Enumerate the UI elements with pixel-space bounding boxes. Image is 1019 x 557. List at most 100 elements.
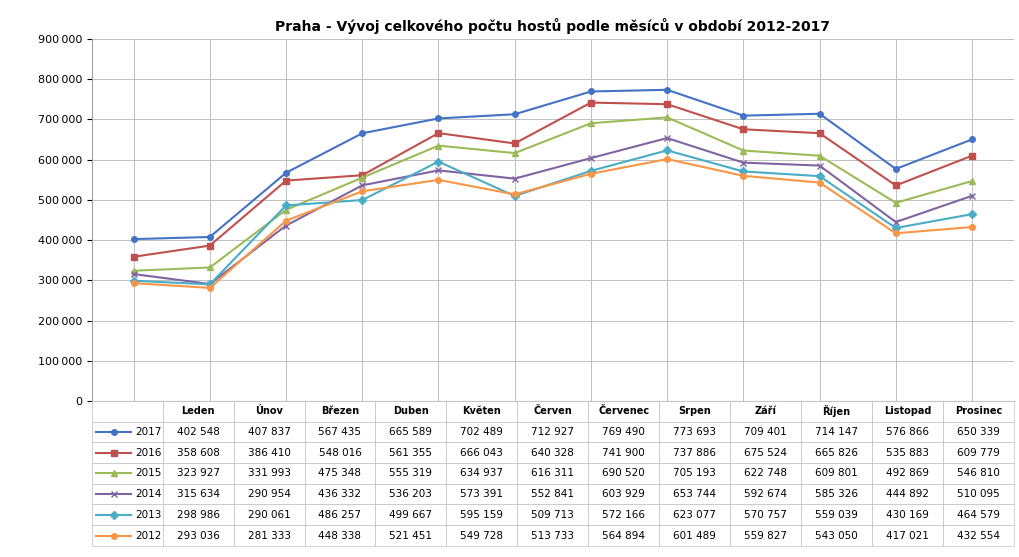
Bar [92, 442, 163, 463]
Text: 616 311: 616 311 [531, 468, 575, 478]
Bar [446, 525, 518, 546]
Bar [588, 525, 659, 546]
2013 [890, 224, 902, 231]
Bar [163, 484, 233, 505]
2013 [966, 211, 978, 217]
Bar [163, 401, 233, 422]
Line: 2016: 2016 [130, 100, 975, 260]
Text: 386 410: 386 410 [248, 448, 290, 458]
Bar [233, 525, 305, 546]
2017 [204, 233, 216, 240]
2013 [737, 168, 749, 175]
2012 [661, 156, 674, 163]
Text: 559 039: 559 039 [815, 510, 858, 520]
2017 [357, 130, 369, 136]
2014 [966, 193, 978, 199]
2017 [661, 86, 674, 93]
2012 [127, 280, 140, 286]
Text: 572 166: 572 166 [602, 510, 645, 520]
Text: 675 524: 675 524 [744, 448, 787, 458]
Bar [731, 484, 801, 505]
Text: 358 608: 358 608 [176, 448, 219, 458]
2013 [432, 158, 444, 165]
Bar [588, 442, 659, 463]
Bar [92, 505, 163, 525]
Text: 714 147: 714 147 [815, 427, 858, 437]
Bar [872, 442, 943, 463]
Text: 609 801: 609 801 [815, 468, 858, 478]
Bar [801, 505, 872, 525]
Bar [375, 484, 446, 505]
Line: 2012: 2012 [130, 157, 975, 291]
2015 [357, 174, 369, 181]
Text: 769 490: 769 490 [602, 427, 645, 437]
Text: 331 993: 331 993 [248, 468, 290, 478]
Bar [518, 442, 588, 463]
Text: 510 095: 510 095 [957, 489, 1000, 499]
Bar [518, 525, 588, 546]
Bar [92, 401, 163, 422]
Bar [943, 484, 1014, 505]
Line: 2017: 2017 [130, 87, 975, 242]
2015 [737, 147, 749, 154]
2014 [280, 222, 292, 229]
Text: 2012: 2012 [136, 530, 162, 540]
Bar [446, 401, 518, 422]
Bar [943, 422, 1014, 442]
Text: 432 554: 432 554 [957, 530, 1000, 540]
2012 [585, 170, 597, 177]
Text: Prosinec: Prosinec [955, 407, 1002, 417]
2014 [204, 281, 216, 287]
2012 [966, 224, 978, 231]
Bar [518, 484, 588, 505]
2017 [966, 136, 978, 143]
Text: 609 779: 609 779 [957, 448, 1000, 458]
Bar [446, 442, 518, 463]
Text: 712 927: 712 927 [531, 427, 575, 437]
Text: 407 837: 407 837 [248, 427, 290, 437]
Text: 623 077: 623 077 [674, 510, 716, 520]
2015 [966, 178, 978, 184]
Text: Březen: Březen [321, 407, 359, 417]
Bar [446, 463, 518, 484]
Text: 536 203: 536 203 [389, 489, 432, 499]
Text: 592 674: 592 674 [744, 489, 787, 499]
Text: Listopad: Listopad [883, 407, 931, 417]
Text: 634 937: 634 937 [461, 468, 503, 478]
Bar [305, 401, 375, 422]
2017 [737, 113, 749, 119]
2016 [432, 130, 444, 136]
Text: 2017: 2017 [136, 427, 162, 437]
Bar [163, 422, 233, 442]
Bar [872, 484, 943, 505]
Bar [233, 484, 305, 505]
Bar [872, 422, 943, 442]
2016 [204, 242, 216, 249]
Text: 464 579: 464 579 [957, 510, 1000, 520]
Bar [801, 463, 872, 484]
Text: 665 826: 665 826 [815, 448, 858, 458]
Bar [731, 401, 801, 422]
Bar [943, 505, 1014, 525]
Text: 709 401: 709 401 [744, 427, 787, 437]
Text: 666 043: 666 043 [461, 448, 503, 458]
2013 [813, 173, 825, 179]
Text: Červenec: Červenec [598, 407, 649, 417]
Bar [731, 442, 801, 463]
Bar [659, 484, 731, 505]
Bar [731, 422, 801, 442]
2015 [204, 264, 216, 271]
Bar [659, 442, 731, 463]
Bar [801, 484, 872, 505]
2015 [508, 150, 521, 157]
Text: 737 886: 737 886 [674, 448, 716, 458]
Text: 323 927: 323 927 [176, 468, 220, 478]
2016 [661, 101, 674, 108]
2015 [661, 114, 674, 121]
Line: 2013: 2013 [130, 148, 975, 287]
Text: 290 954: 290 954 [248, 489, 290, 499]
Bar [943, 525, 1014, 546]
Text: 567 435: 567 435 [319, 427, 362, 437]
Text: 486 257: 486 257 [319, 510, 362, 520]
Bar [943, 442, 1014, 463]
